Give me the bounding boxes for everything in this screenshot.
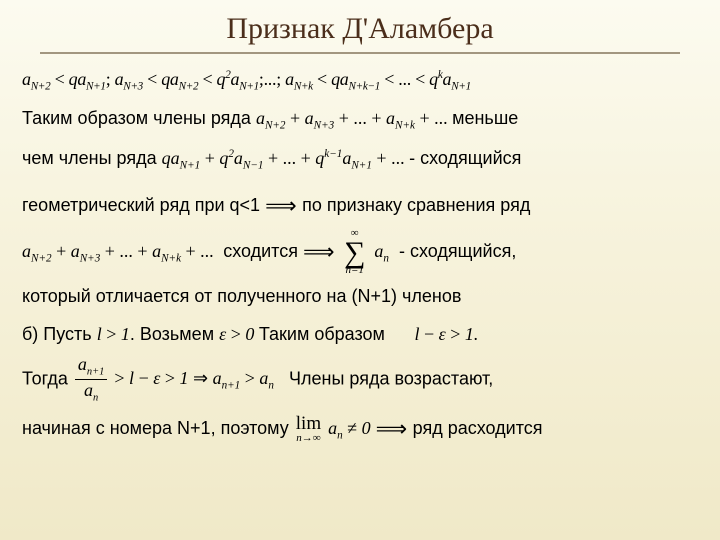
text-l1-intro: Таким образом члены ряда — [22, 108, 251, 128]
implies-icon-3: ⟹ — [376, 416, 413, 441]
math-sum-an: ∞ ∑ n=1 — [344, 229, 365, 276]
math-ratio-frac: an+1 an — [75, 355, 107, 404]
text-l4a: сходится — [223, 241, 298, 261]
line-1: Таким образом члены ряда aN+2 + aN+3 + .… — [22, 107, 698, 134]
math-series-q: qaN+1 + q2aN−1 + ... + qk−1aN+1 + ... — [162, 148, 409, 168]
math-l-eps-gt-1: l − ε > 1. — [410, 324, 478, 344]
math-eps-gt-0: ε > 0 — [219, 324, 259, 344]
text-l5: который отличается от полученного на (N+… — [22, 286, 461, 306]
text-l6a: б) Пусть — [22, 324, 92, 344]
text-l3b: по признаку сравнения ряд — [302, 195, 530, 215]
line-3: геометрический ряд при q<1 ⟹ по признаку… — [22, 190, 698, 218]
implies-icon-2: ⟹ — [303, 239, 340, 264]
text-l7b: Члены ряда возрастают, — [289, 368, 493, 388]
content-area: aN+2 < qaN+1; aN+3 < qaN+2 < q2aN+1;...;… — [0, 54, 720, 443]
line-8: начиная с номера N+1, поэтому lim n→∞ an… — [22, 413, 698, 444]
text-l7a: Тогда — [22, 368, 68, 388]
line-7: Тогда an+1 an > l − ε > 1 ⇒ an+1 > an Чл… — [22, 355, 698, 404]
text-l8b: ряд расходится — [413, 418, 543, 438]
implies-icon: ⟹ — [265, 193, 302, 218]
page-title: Признак Д'Аламбера — [0, 0, 720, 52]
text-l6c: Таким образом — [259, 324, 385, 344]
line-6: б) Пусть l > 1. Возьмем ε > 0 Таким обра… — [22, 323, 698, 346]
text-l2-tail: - сходящийся — [409, 148, 521, 168]
line-5: который отличается от полученного на (N+… — [22, 285, 698, 308]
text-l6b: . Возьмем — [130, 324, 214, 344]
text-l8a: начиная с номера N+1, поэтому — [22, 418, 289, 438]
line-2: чем члены ряда qaN+1 + q2aN−1 + ... + qk… — [22, 147, 698, 174]
math-lim: lim n→∞ — [296, 415, 321, 443]
text-l1-tail: меньше — [452, 108, 518, 128]
math-series-a-2: aN+2 + aN+3 + ... + aN+k + ... — [22, 241, 218, 261]
math-ineq-chain: aN+2 < qaN+1; aN+3 < qaN+2 < q2aN+1;...;… — [22, 68, 698, 95]
line-4: aN+2 + aN+3 + ... + aN+k + ... сходится … — [22, 229, 698, 276]
text-l2-intro: чем члены ряда — [22, 148, 157, 168]
text-l4b: - сходящийся, — [399, 241, 516, 261]
text-l3a: геометрический ряд при q<1 — [22, 195, 260, 215]
math-series-a-1: aN+2 + aN+3 + ... + aN+k + ... — [256, 108, 452, 128]
math-l-gt-1: l > 1 — [97, 324, 130, 344]
